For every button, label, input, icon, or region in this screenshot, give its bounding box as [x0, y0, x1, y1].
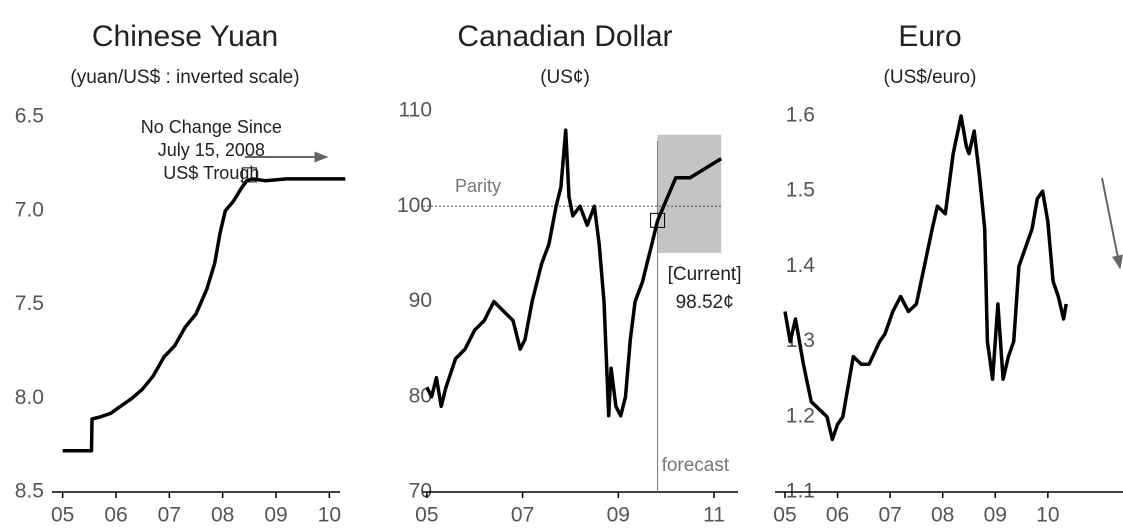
- x-tick-label: 05: [415, 504, 438, 527]
- y-tick-label: 1.6: [786, 104, 815, 127]
- y-tick-label: 1.1: [786, 480, 815, 503]
- y-tick-label: 8.5: [15, 480, 44, 503]
- x-tick-label: 08: [211, 504, 234, 527]
- x-tick-label: 09: [984, 504, 1007, 527]
- arrow: [1101, 177, 1123, 270]
- y-tick-label: 6.5: [15, 105, 44, 128]
- y-tick-label: 90: [409, 289, 432, 312]
- reference-label: Parity: [455, 176, 501, 196]
- y-tick-label: 1.4: [786, 254, 816, 277]
- annotation: No Change Since: [141, 117, 282, 137]
- x-tick-label: 09: [607, 504, 630, 527]
- y-tick-label: 70: [409, 480, 432, 503]
- annotation: July 15, 2008: [158, 140, 265, 160]
- y-tick-label: 1.2: [786, 404, 815, 427]
- chart-title: Euro: [898, 20, 961, 53]
- forecast-label: forecast: [662, 455, 730, 476]
- y-tick-label: 7.5: [15, 292, 44, 315]
- current-marker: [650, 212, 666, 228]
- x-tick-label: 08: [931, 504, 954, 527]
- line-series: [62, 177, 346, 453]
- y-tick-label: 8.0: [15, 386, 44, 409]
- trough-marker: [241, 167, 257, 183]
- current-value: 98.52¢: [676, 292, 734, 313]
- chart-subtitle: (US$/euro): [884, 67, 977, 88]
- chart-title: Chinese Yuan: [92, 20, 278, 53]
- x-tick-label: 05: [51, 504, 74, 527]
- y-tick-label: 80: [409, 384, 432, 407]
- x-tick-label: 07: [878, 504, 901, 527]
- x-tick-label: 06: [104, 504, 127, 527]
- y-tick-label: 1.5: [786, 179, 815, 202]
- chart-subtitle: (US¢): [540, 67, 590, 88]
- x-tick-label: 09: [264, 504, 287, 527]
- annotation: US$ Trough: [163, 163, 259, 183]
- x-tick-label: 10: [318, 504, 341, 527]
- x-tick-label: 07: [511, 504, 534, 527]
- chart-title: Canadian Dollar: [457, 20, 672, 53]
- y-tick-label: 110: [399, 99, 432, 122]
- current-label: [Current]: [668, 264, 742, 285]
- line-series: [425, 128, 660, 418]
- x-tick-label: 06: [826, 504, 849, 527]
- x-tick-label: 10: [1036, 504, 1059, 527]
- line-series: [655, 157, 723, 222]
- x-tick-label: 11: [703, 504, 725, 527]
- y-tick-label: 100: [397, 194, 432, 217]
- line-series: [783, 114, 1068, 442]
- chart-subtitle: (yuan/US$ : inverted scale): [70, 67, 299, 88]
- y-tick-label: 7.0: [15, 198, 44, 221]
- x-tick-label: 05: [773, 504, 796, 527]
- x-tick-label: 07: [158, 504, 181, 527]
